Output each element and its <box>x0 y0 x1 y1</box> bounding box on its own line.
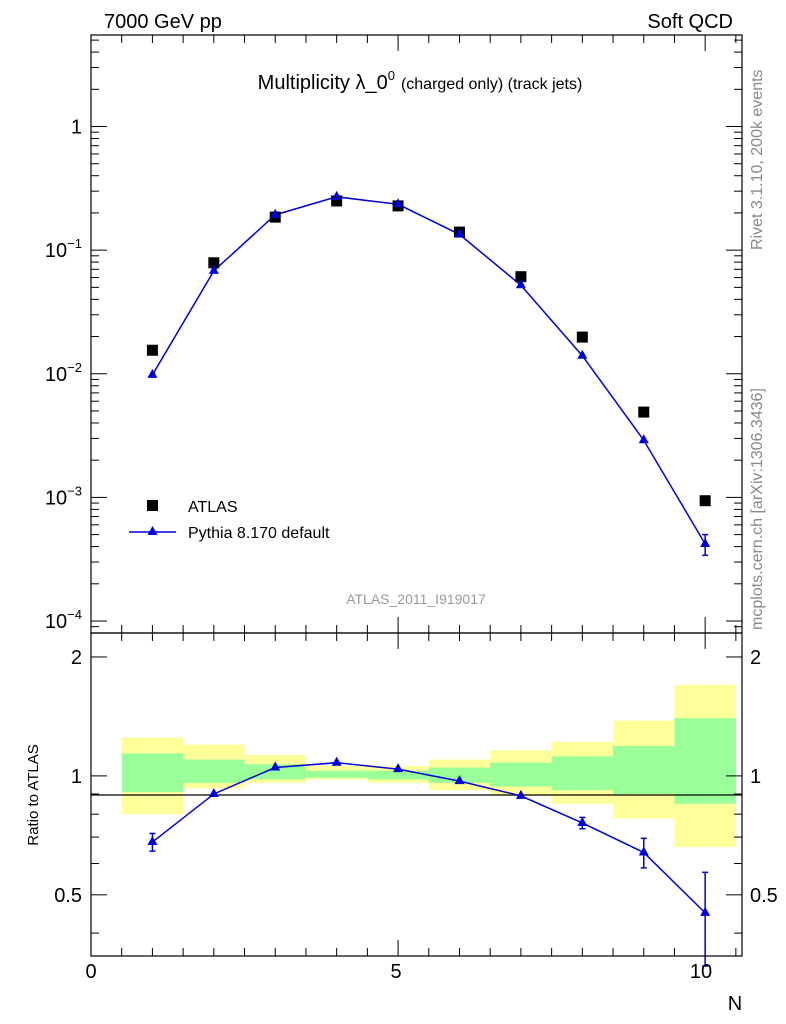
ratio-band-green <box>183 759 245 783</box>
main-ytick-label-base: 10 <box>45 364 67 386</box>
ratio-band-green <box>367 770 429 780</box>
pythia-point <box>393 198 404 208</box>
main-ytick-label-base: 10 <box>45 487 67 509</box>
x-tick-label-10: 10 <box>690 961 712 983</box>
ratio-point <box>454 775 465 785</box>
atlas-point <box>638 406 650 418</box>
ratio-band-green <box>613 746 675 794</box>
atlas-point <box>208 257 220 269</box>
side-label-bottom: mcplots.cern.ch [arXiv:1306.3436] <box>749 388 766 630</box>
ratio-band-green <box>490 762 552 787</box>
atlas-point <box>699 495 711 507</box>
main-ytick-label: 10−3 <box>45 483 82 509</box>
main-ytick-label-base: 1 <box>71 117 82 139</box>
ratio-band-green <box>674 718 736 804</box>
ratio-ytick-label-left: 0.5 <box>54 885 82 907</box>
legend-label-pythia: Pythia 8.170 default <box>188 525 330 542</box>
main-ytick-label: 10−4 <box>45 607 82 633</box>
atlas-point <box>331 195 343 207</box>
main-panel: Multiplicity λ_00 (charged only) (track j… <box>45 34 743 634</box>
ratio-line <box>151 761 706 914</box>
pythia-point <box>700 537 711 547</box>
ratio-point <box>577 816 588 826</box>
main-title: Multiplicity λ_00 (charged only) (track j… <box>258 68 583 94</box>
x-tick-label-5: 5 <box>390 961 401 983</box>
header-right: Soft QCD <box>647 11 733 33</box>
ratio-panel: 0.5 0.5 1 1 2 2 Ratio to ATLAS <box>25 632 778 967</box>
legend-marker-pythia <box>147 526 158 535</box>
main-ytick-label-exp: −4 <box>67 607 82 622</box>
ratio-point <box>270 761 281 771</box>
header-left: 7000 GeV pp <box>104 11 222 33</box>
ratio-point <box>208 787 219 797</box>
atlas-point <box>576 331 588 343</box>
ratio-ylabel: Ratio to ATLAS <box>25 744 42 845</box>
ratio-ytick-label-left: 2 <box>71 647 82 669</box>
ratio-point <box>331 756 342 766</box>
ratio-band-green <box>551 756 614 791</box>
pythia-point <box>515 279 526 289</box>
pythia-point <box>577 349 588 359</box>
pythia-point <box>331 190 342 200</box>
ratio-point <box>515 789 526 799</box>
x-tick-label-0: 0 <box>85 961 96 983</box>
main-frame <box>90 34 743 634</box>
legend-label-atlas: ATLAS <box>188 499 238 516</box>
pythia-point <box>638 434 649 444</box>
ratio-ytick-label-right: 2 <box>750 647 761 669</box>
main-ytick-label: 10−2 <box>45 360 82 386</box>
ratio-point <box>700 906 711 916</box>
main-ytick-label-exp: −2 <box>67 360 82 375</box>
pythia-point <box>454 228 465 238</box>
ratio-point <box>147 836 158 846</box>
main-ytick-label-base: 10 <box>45 611 67 633</box>
pythia-point <box>147 368 158 378</box>
ratio-point <box>638 846 649 856</box>
pythia-point <box>270 208 281 218</box>
x-axis-label: N <box>728 993 742 1015</box>
pythia-line <box>151 196 706 545</box>
ratio-ytick-label-right: 0.5 <box>750 885 778 907</box>
legend-marker-atlas <box>147 500 158 511</box>
ratio-band-green <box>305 770 368 778</box>
ratio-frame <box>90 632 743 957</box>
ratio-ytick-label-left: 1 <box>71 766 82 788</box>
ratio-band-green <box>121 753 184 793</box>
atlas-point <box>515 271 527 283</box>
main-ytick-label-base: 10 <box>45 240 67 262</box>
watermark: ATLAS_2011_I919017 <box>346 591 486 607</box>
ratio-point <box>393 763 404 773</box>
main-ytick-label: 10−1 <box>45 236 82 262</box>
ratio-band-green <box>244 764 306 780</box>
main-title-sup: 0 <box>388 68 395 83</box>
side-label-top: Rivet 3.1.10, 200k events <box>749 69 766 250</box>
main-ytick-label: 1 <box>71 117 82 139</box>
main-title-suffix: (charged only) (track jets) <box>401 76 582 93</box>
main-ytick-label-exp: −1 <box>67 236 82 251</box>
main-title-text: Multiplicity λ_0 <box>258 72 388 94</box>
ratio-ytick-label-right: 1 <box>750 766 761 788</box>
legend: ATLAS Pythia 8.170 default <box>129 499 330 542</box>
main-ytick-label-exp: −3 <box>67 483 82 498</box>
pythia-point <box>208 264 219 274</box>
atlas-point <box>146 344 158 356</box>
